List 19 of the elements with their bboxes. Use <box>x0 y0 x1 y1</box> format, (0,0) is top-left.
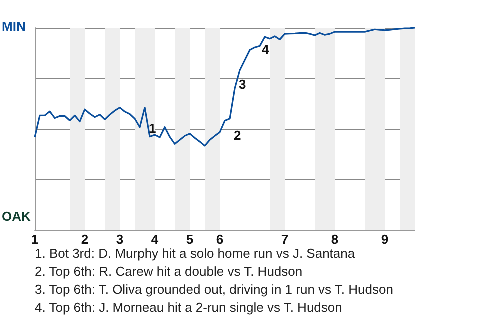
text: 2. Top 6th: R. Carew hit a double vs T. Hudson <box>35 264 303 279</box>
text: MIN <box>2 19 26 34</box>
x-tick-label: 4 <box>151 232 160 247</box>
annotation: 4 <box>262 42 270 57</box>
text: 3. Top 6th: T. Oliva grounded out, driving in 1 run vs T. Hudson <box>35 282 394 297</box>
x-tick-label: 7 <box>281 232 289 247</box>
x-tick-label: 9 <box>381 232 389 247</box>
annotation: 1 <box>149 121 156 136</box>
x-tick-label: 8 <box>331 232 339 247</box>
text: 4. Top 6th: J. Morneau hit a 2-run single vs T. Hudson <box>35 300 342 315</box>
annotation: 3 <box>239 77 246 92</box>
x-tick-label: 1 <box>31 232 39 247</box>
x-tick-label: 3 <box>116 232 124 247</box>
x-tick-label: 5 <box>186 232 194 247</box>
text: 1. Bot 3rd: D. Murphy hit a solo home run vs J. Santana <box>35 246 356 261</box>
text: OAK <box>2 209 32 224</box>
x-tick-label: 6 <box>216 232 224 247</box>
x-tick-label: 2 <box>81 232 89 247</box>
annotation: 2 <box>234 128 242 143</box>
